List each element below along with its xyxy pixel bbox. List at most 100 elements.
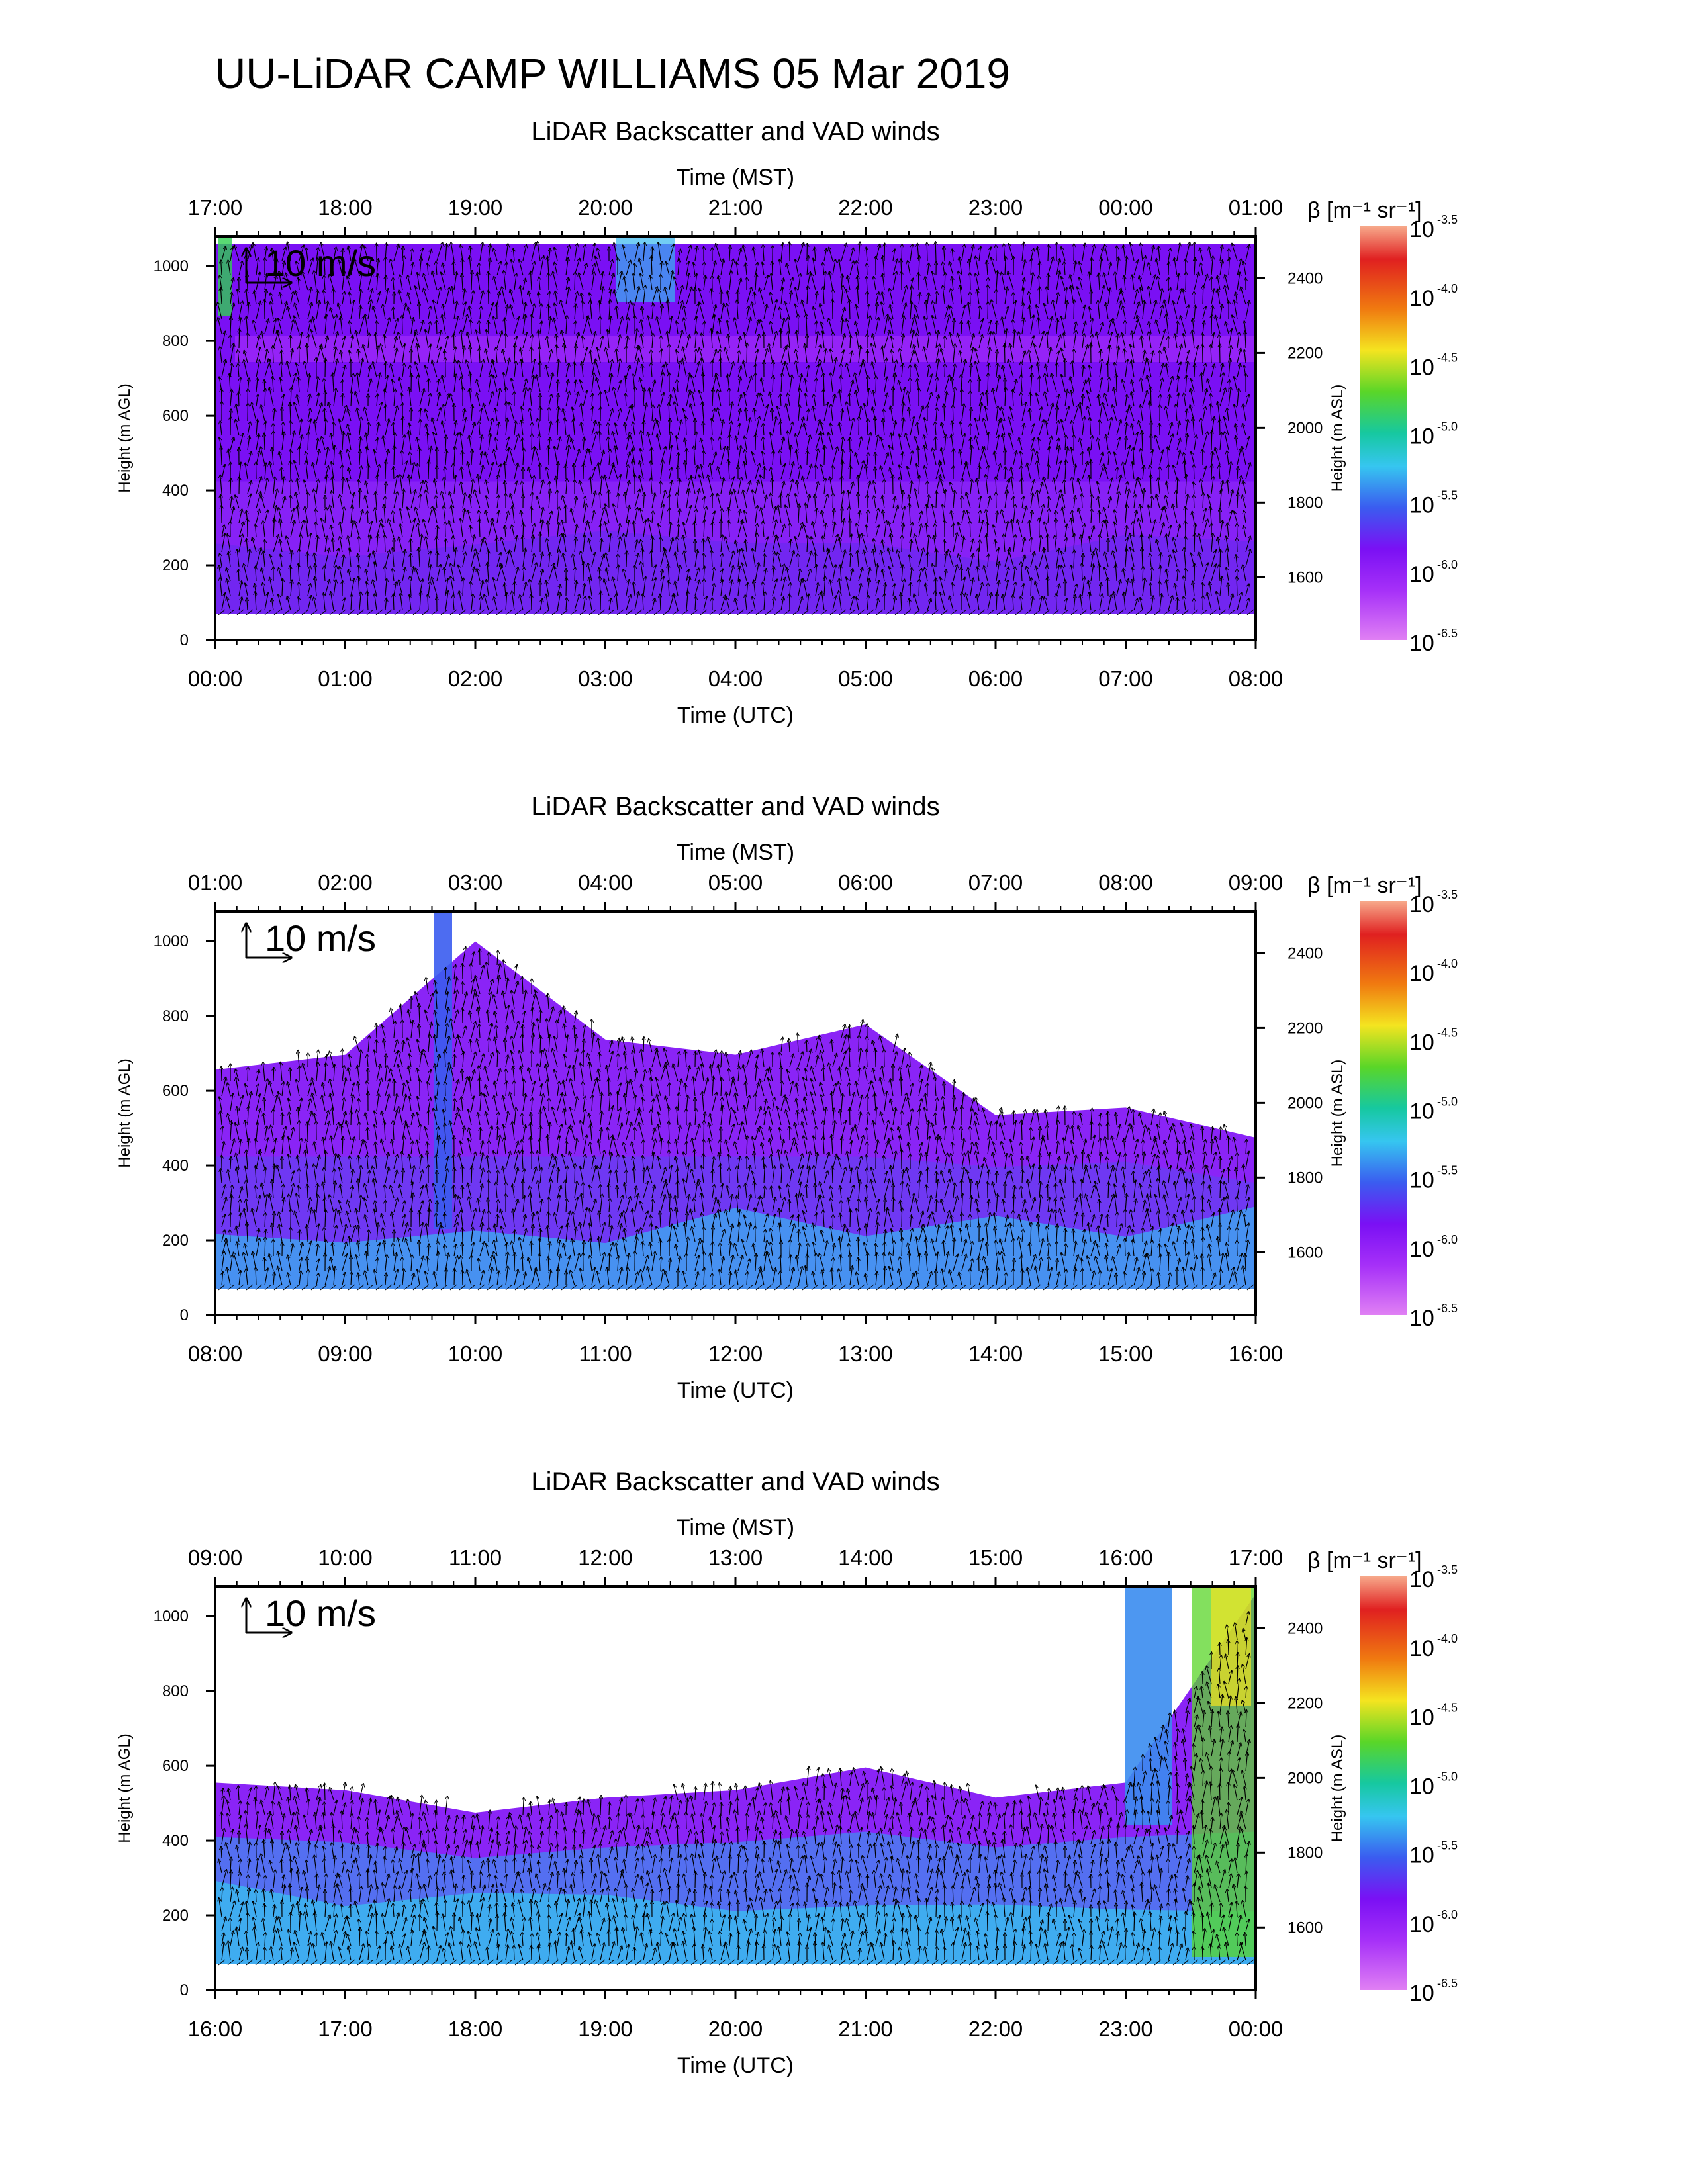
wind-arrow <box>712 1169 713 1184</box>
wind-arrow <box>299 1230 300 1242</box>
y2-tick-label: 2200 <box>1288 344 1323 362</box>
utc-tick-label: 08:00 <box>1229 666 1284 691</box>
colorbar-gradient <box>1360 226 1407 640</box>
wind-arrow <box>1030 392 1031 407</box>
wind-arrow <box>496 303 497 320</box>
wind-arrow <box>660 1239 661 1257</box>
utc-tick-label: 05:00 <box>838 666 893 691</box>
colorbar-tick-exponent: -4.0 <box>1437 282 1458 295</box>
mst-tick-label: 18:00 <box>318 195 373 220</box>
backscatter-field <box>215 911 1256 1289</box>
wind-arrow <box>453 1154 454 1169</box>
wind-arrow <box>523 523 524 538</box>
colorbar-tick-exponent: -6.5 <box>1437 627 1458 640</box>
wind-arrow <box>514 582 515 596</box>
wind-arrow <box>1177 598 1178 611</box>
wind-arrow <box>453 1185 454 1199</box>
wind-arrow <box>548 1257 549 1271</box>
wind-arrow <box>290 565 291 582</box>
wind-arrow <box>849 393 850 407</box>
wind-arrow <box>652 537 653 553</box>
y-tick-label: 600 <box>162 407 189 425</box>
wind-arrow <box>626 551 627 567</box>
wind-arrow <box>936 1199 937 1213</box>
wind-arrow <box>1013 1111 1014 1126</box>
wind-arrow <box>583 463 584 480</box>
wind-arrow <box>230 478 231 494</box>
utc-tick-label: 07:00 <box>1098 666 1153 691</box>
wind-arrow <box>437 1023 438 1038</box>
wind-arrow <box>522 1024 523 1038</box>
wind-arrow <box>1219 419 1220 436</box>
wind-arrow <box>453 261 454 276</box>
utc-axis-title: Time (UTC) <box>677 703 794 728</box>
wind-arrow <box>462 1270 463 1286</box>
mst-tick-label: 22:00 <box>838 195 893 220</box>
wind-scale-reference: 10 m/s <box>246 242 376 284</box>
colorbar-tick-label: 10 <box>1409 424 1434 449</box>
utc-tick-label: 04:00 <box>708 666 763 691</box>
wind-arrow <box>410 539 411 553</box>
y-tick-label: 800 <box>162 332 189 350</box>
colorbar-title: β [m⁻¹ sr⁻¹] <box>1307 198 1422 223</box>
wind-arrow <box>703 539 704 553</box>
wind-arrow <box>428 1110 429 1126</box>
colorbar-tick-label: 10 <box>1409 562 1434 587</box>
wind-arrow <box>436 537 437 553</box>
mst-tick-label: 19:00 <box>448 195 503 220</box>
utc-tick-label: 02:00 <box>448 666 503 691</box>
colorbar-tick-label: 10 <box>1409 631 1434 656</box>
wind-arrow <box>789 242 790 261</box>
colorbar-tick-label: 10 <box>1409 493 1434 518</box>
wind-arrow <box>462 451 463 465</box>
wind-arrow <box>428 379 429 392</box>
wind-arrow <box>437 525 438 538</box>
wind-arrow <box>264 379 265 392</box>
y-tick-label: 200 <box>162 557 189 574</box>
wind-arrow <box>927 552 928 567</box>
wind-arrow <box>1177 478 1178 494</box>
backscatter-plume <box>434 911 452 1229</box>
colorbar-tick-exponent: -6.0 <box>1437 558 1458 571</box>
wind-arrow <box>393 467 394 480</box>
figure-title: UU-LiDAR CAMP WILLIAMS 05 Mar 2019 <box>215 50 1010 97</box>
wind-arrow <box>221 1066 222 1082</box>
utc-tick-label: 00:00 <box>188 666 243 691</box>
wind-arrow <box>678 453 679 465</box>
colorbar-tick-exponent: -5.0 <box>1437 420 1458 433</box>
y2-tick-label: 2400 <box>1288 269 1323 287</box>
wind-arrow <box>281 350 282 363</box>
wind-arrow <box>282 1113 283 1126</box>
wind-arrow <box>789 1200 790 1213</box>
wind-arrow <box>1168 262 1169 276</box>
wind-arrow <box>453 334 454 349</box>
wind-arrow <box>807 451 808 465</box>
wind-arrow <box>849 1025 850 1038</box>
wind-arrow <box>979 465 980 480</box>
wind-arrow <box>780 494 781 509</box>
wind-arrow <box>970 437 971 451</box>
wind-arrow <box>987 522 988 538</box>
colorbar-tick-label: 10 <box>1409 217 1434 242</box>
y2-tick-label: 2000 <box>1288 419 1323 437</box>
wind-arrow <box>540 1036 541 1053</box>
mst-axis-title: Time (MST) <box>677 840 794 865</box>
wind-arrow <box>1039 262 1040 276</box>
mst-tick-label: 00:00 <box>1098 195 1153 220</box>
wind-arrow <box>1048 273 1049 291</box>
wind-arrow <box>858 1257 859 1271</box>
y-axis-title: Height (m AGL) <box>116 383 134 492</box>
wind-arrow <box>643 1037 644 1053</box>
wind-arrow <box>832 1166 833 1184</box>
colorbar-tick-exponent: -5.5 <box>1437 489 1458 502</box>
wind-arrow <box>1065 1228 1066 1242</box>
wind-arrow <box>367 1242 368 1257</box>
colorbar-tick-exponent: -3.5 <box>1437 213 1458 226</box>
y-tick-label: 0 <box>180 631 189 649</box>
wind-arrow <box>324 1197 325 1213</box>
wind-arrow <box>884 243 885 261</box>
wind-arrow <box>583 562 584 582</box>
wind-arrow <box>351 1111 352 1126</box>
utc-tick-label: 01:00 <box>318 666 373 691</box>
wind-arrow <box>755 433 756 451</box>
